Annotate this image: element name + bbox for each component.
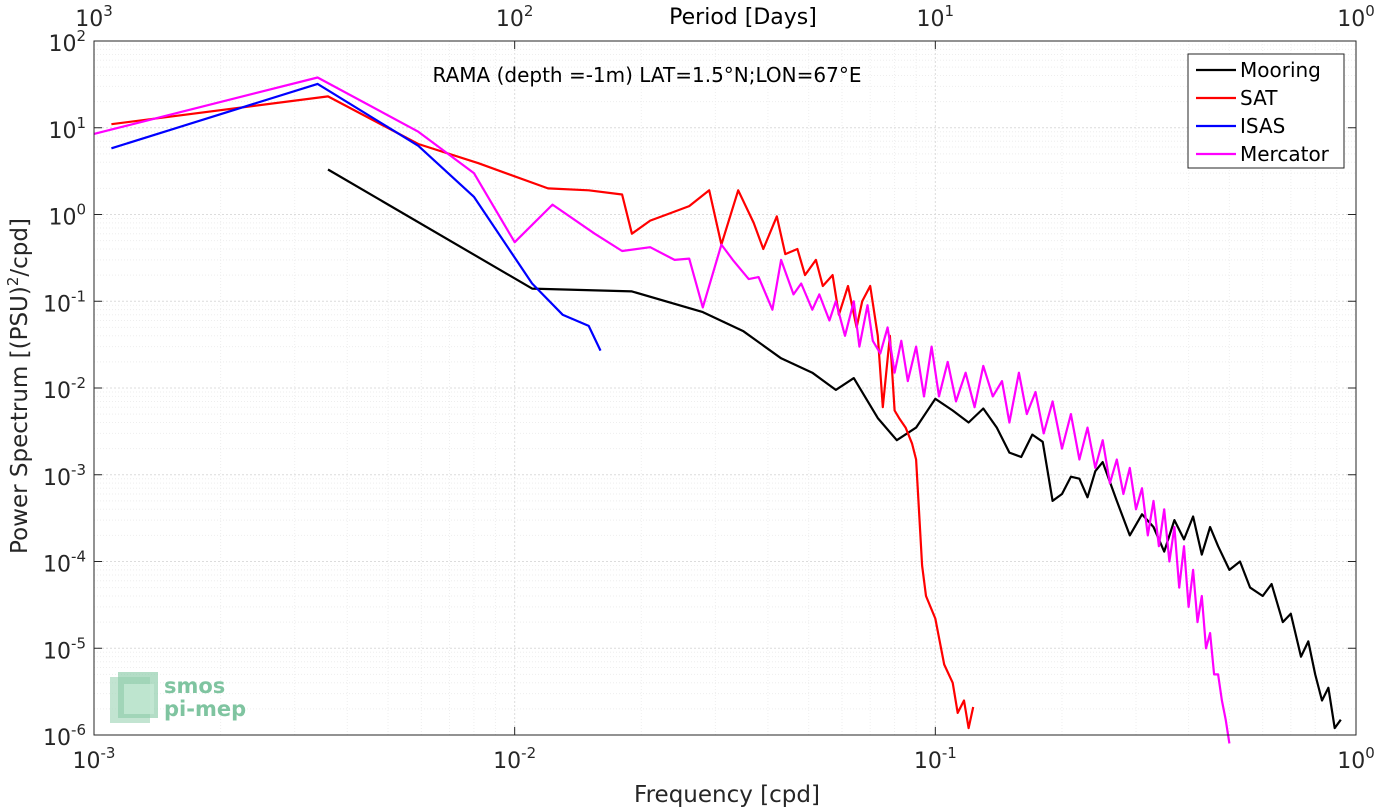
y-tick-label-exponent: 0 <box>76 201 86 219</box>
x-tick-label-exponent: -2 <box>521 744 536 762</box>
y-axis-label-sup: 2 <box>4 277 22 287</box>
y-tick-label: 100 <box>48 201 86 231</box>
y-axis-label-base: Power Spectrum [(PSU) <box>7 286 33 554</box>
x-tick-label: 10-3 <box>73 744 116 774</box>
x-tick-label: 10-2 <box>493 744 536 774</box>
legend-label-mooring: Mooring <box>1240 58 1321 82</box>
y-tick-label-base: 10 <box>43 726 71 751</box>
y-tick-label-base: 10 <box>43 553 71 578</box>
top-tick-label: 100 <box>1337 2 1375 32</box>
series-line-mercator <box>93 76 1231 744</box>
y-tick-label-exponent: -6 <box>71 721 86 739</box>
series-line-sat <box>111 95 975 730</box>
series-line-isas <box>111 82 602 352</box>
y-axis-label-tail: /cpd] <box>7 218 33 277</box>
y-tick-label: 101 <box>48 114 86 144</box>
top-tick-label-exponent: 1 <box>945 2 955 20</box>
y-tick-label: 10-5 <box>43 634 86 664</box>
grid <box>93 41 1356 736</box>
y-tick-label-base: 10 <box>43 639 71 664</box>
x-tick-label-exponent: -3 <box>101 744 116 762</box>
logo-text-pimep: pi-mep <box>164 697 246 721</box>
top-tick-label: 102 <box>496 2 534 32</box>
x-tick-label-exponent: -1 <box>942 744 957 762</box>
y-tick-label: 10-1 <box>43 287 86 317</box>
y-tick-label-base: 10 <box>43 466 71 491</box>
top-tick-label-base: 10 <box>1337 7 1365 32</box>
y-tick-label: 10-6 <box>43 721 86 751</box>
smos-pimep-logo: smos pi-mep <box>110 672 246 723</box>
y-tick-label: 10-3 <box>43 461 86 491</box>
y-tick-label-exponent: 1 <box>76 114 86 132</box>
top-tick-label-exponent: 2 <box>524 2 534 20</box>
x-tick-label: 10-1 <box>914 744 957 774</box>
top-tick-label-base: 10 <box>496 7 524 32</box>
chart-title: RAMA (depth =-1m) LAT=1.5°N;LON=67°E <box>433 63 862 87</box>
top-tick-label: 103 <box>75 2 113 32</box>
top-tick-label-exponent: 3 <box>103 2 113 20</box>
y-tick-label-base: 10 <box>43 292 71 317</box>
x-tick-label-base: 10 <box>493 749 521 774</box>
legend-box <box>1187 53 1345 169</box>
top-tick-label-base: 10 <box>917 7 945 32</box>
legend: Mooring SAT ISAS Mercator <box>1187 53 1345 169</box>
top-tick-label-exponent: 0 <box>1365 2 1375 20</box>
x-tick-label-base: 10 <box>914 749 942 774</box>
y-tick-label-exponent: -2 <box>71 374 86 392</box>
x-tick-label-base: 10 <box>73 749 101 774</box>
y-tick-label-base: 10 <box>48 32 76 57</box>
series-lines <box>93 76 1342 744</box>
logo-text-smos: smos <box>164 674 225 698</box>
top-tick-label: 101 <box>917 2 955 32</box>
x-tick-label-base: 10 <box>1337 749 1365 774</box>
y-tick-label-base: 10 <box>43 379 71 404</box>
legend-label-isas: ISAS <box>1240 114 1285 138</box>
y-tick-label-exponent: -5 <box>71 634 86 652</box>
y-tick-label: 102 <box>48 27 86 57</box>
top-axis-label: Period [Days] <box>669 5 817 30</box>
logo-mark <box>110 672 158 723</box>
y-tick-label-exponent: -4 <box>71 548 86 566</box>
y-tick-label-exponent: -3 <box>71 461 86 479</box>
x-axis-label: Frequency [cpd] <box>634 782 820 808</box>
top-tick-label-base: 10 <box>75 7 103 32</box>
y-tick-label: 10-4 <box>43 548 86 578</box>
y-tick-label-base: 10 <box>48 206 76 231</box>
series-line-mooring <box>327 168 1342 730</box>
legend-label-sat: SAT <box>1240 86 1278 110</box>
x-tick-label-exponent: 0 <box>1365 744 1375 762</box>
legend-label-mercator: Mercator <box>1240 142 1330 166</box>
x-tick-label: 100 <box>1337 744 1375 774</box>
axes-box <box>93 40 1357 736</box>
y-tick-label-exponent: 2 <box>76 27 86 45</box>
y-tick-label: 10-2 <box>43 374 86 404</box>
y-tick-label-exponent: -1 <box>71 287 86 305</box>
y-tick-label-base: 10 <box>48 119 76 144</box>
y-axis-label: Power Spectrum [(PSU)2/cpd] <box>4 218 33 554</box>
